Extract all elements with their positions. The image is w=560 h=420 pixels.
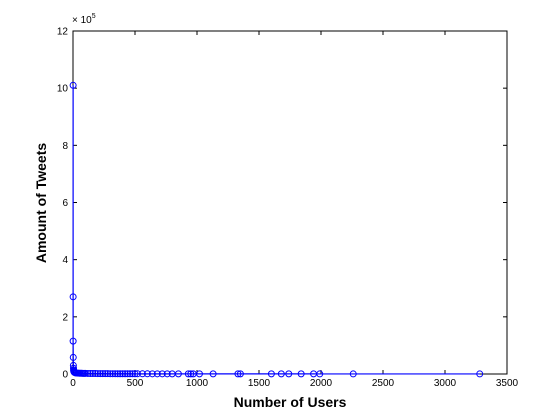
data-point [69, 337, 77, 345]
data-point [126, 370, 134, 378]
data-point [297, 370, 305, 378]
data-point [174, 370, 182, 378]
data-point [129, 370, 137, 378]
y-tick-label: 4 [62, 255, 68, 266]
data-point [267, 370, 275, 378]
x-tick-label: 2000 [310, 378, 333, 389]
data-point [476, 370, 484, 378]
data-point [158, 370, 166, 378]
data-point [121, 370, 129, 378]
y-axis-multiplier: × 105 [72, 13, 96, 26]
data-point [104, 370, 112, 378]
data-point [277, 370, 285, 378]
data-point [99, 370, 107, 378]
data-point [316, 370, 324, 378]
x-axis-title: Number of Users [234, 394, 347, 410]
data-point [285, 370, 293, 378]
data-point [69, 81, 77, 89]
data-point [124, 370, 132, 378]
y-tick-label: 6 [62, 198, 68, 209]
data-point [81, 369, 89, 377]
y-tick-label: 0 [62, 370, 68, 381]
data-point [138, 370, 146, 378]
data-point [96, 370, 104, 378]
y-tick-label: 2 [62, 312, 68, 323]
x-tick-label: 1500 [248, 378, 271, 389]
y-tick-label: 8 [62, 141, 68, 152]
x-tick-label: 0 [70, 378, 76, 389]
data-point [119, 370, 127, 378]
data-point [111, 370, 119, 378]
data-point [69, 353, 77, 361]
data-point [106, 370, 114, 378]
data-point [133, 370, 141, 378]
data-point [131, 370, 139, 378]
x-tick-label: 500 [127, 378, 144, 389]
y-axis-ticks: 0 2 4 6 8 10 12 [57, 27, 507, 381]
data-point [209, 370, 217, 378]
plot-area [72, 30, 508, 375]
data-point [94, 370, 102, 378]
data-point [236, 370, 244, 378]
data-point [153, 370, 161, 378]
data-point [148, 370, 156, 378]
data-point [187, 370, 195, 378]
data-point [89, 370, 97, 378]
data-point [349, 370, 357, 378]
data-point [91, 370, 99, 378]
data-point [109, 370, 117, 378]
data-point [69, 293, 77, 301]
data-point [184, 370, 192, 378]
data-point [86, 369, 94, 377]
x-tick-label: 3000 [434, 378, 457, 389]
data-point [114, 370, 122, 378]
data-point [84, 369, 92, 377]
y-tick-label: 12 [57, 27, 69, 38]
data-point [101, 370, 109, 378]
data-point [116, 370, 124, 378]
data-point [195, 370, 203, 378]
data-point [143, 370, 151, 378]
x-axis-ticks: 0 500 1000 1500 2000 2500 3000 3500 [70, 31, 519, 389]
x-tick-label: 3500 [496, 378, 519, 389]
data-points [69, 81, 484, 378]
x-tick-label: 2500 [372, 378, 395, 389]
data-point [234, 370, 242, 378]
data-point [163, 370, 171, 378]
x-tick-label: 1000 [186, 378, 209, 389]
y-tick-label: 10 [57, 84, 69, 95]
y-axis-title: Amount of Tweets [33, 143, 49, 264]
